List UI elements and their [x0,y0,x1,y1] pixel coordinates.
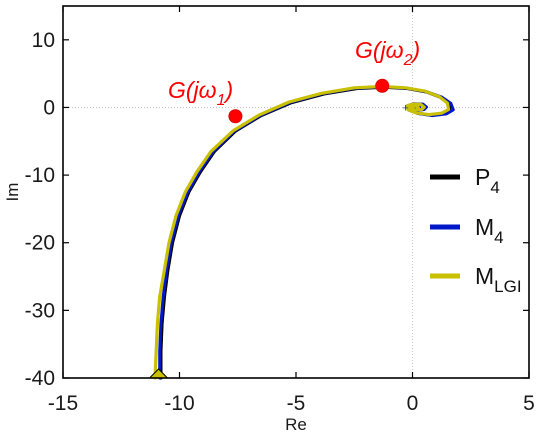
x-tick-label: 5 [523,392,535,415]
y-tick-label: 0 [43,96,55,119]
y-tick-label: 10 [32,29,55,52]
y-tick-label: -20 [25,232,55,255]
point-annotation-2: G(jω2) [355,37,420,69]
y-tick-label: -10 [25,164,55,187]
origin-cross-marker: + [402,102,408,114]
zero-reference-lines [63,6,529,378]
x-tick-label: -10 [164,392,194,415]
frequency-point-2 [375,78,390,93]
x-tick-label: -15 [48,392,78,415]
plot-background [63,6,529,378]
y-axis-label: Im [3,183,22,202]
legend-label-3: MLGI [475,263,522,296]
frequency-point-1 [228,109,243,124]
x-axis-label: Re [285,415,307,434]
point-annotation-1: G(jω1) [168,77,233,109]
series-layer [153,84,455,380]
x-tick-label: -5 [287,392,306,415]
y-tick-label: -40 [25,367,55,390]
legend: P4 M4 MLGI [430,164,522,296]
legend-label-2: M4 [475,214,504,247]
y-tick-label: -30 [25,299,55,322]
legend-label-1: P4 [475,164,500,197]
tick-layer: -15 -10 -5 0 5 -40 -30 -20 -10 0 10 [25,6,535,415]
annotation-layer: G(jω1) G(jω2) [168,37,420,109]
series-line-3 [153,84,451,380]
x-tick-label: 0 [407,392,419,415]
